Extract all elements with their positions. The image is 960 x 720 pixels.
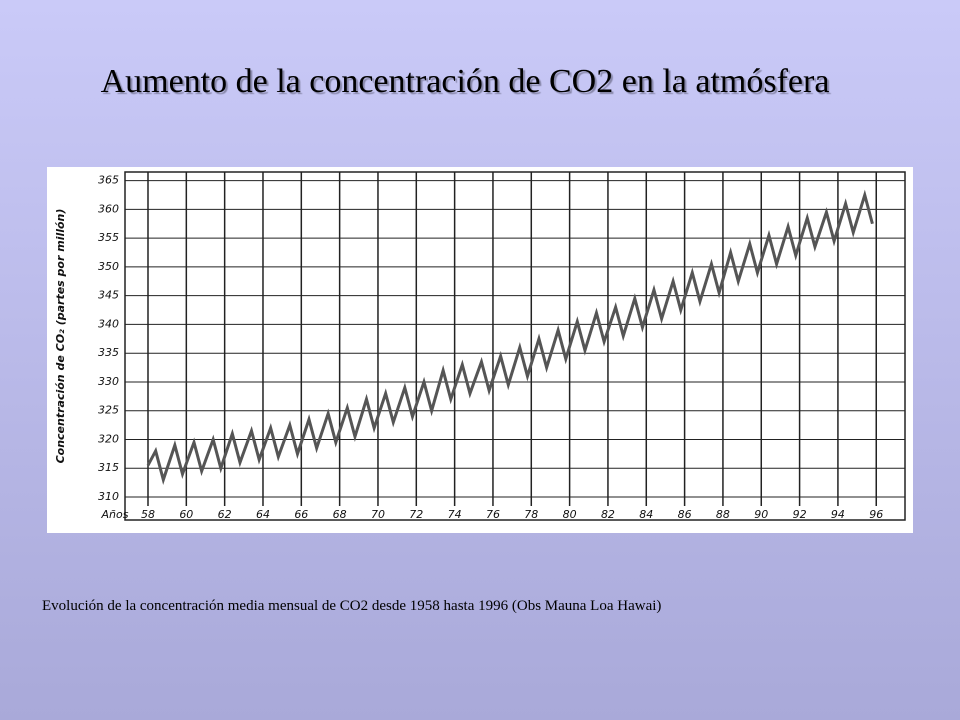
y-tick-label: 315: [98, 461, 119, 474]
x-tick-label: 58: [141, 508, 155, 521]
plot-frame: [124, 171, 906, 521]
x-tick-label: 92: [793, 508, 807, 521]
y-tick-label: 330: [98, 375, 119, 388]
x-tick-label: 68: [333, 508, 347, 521]
x-tick-label: 94: [831, 508, 845, 521]
x-tick-label: 90: [754, 508, 768, 521]
caption: Evolución de la concentración media mens…: [42, 598, 662, 614]
x-tick-label: 70: [371, 508, 385, 521]
y-tick-label: 355: [98, 231, 119, 244]
x-tick-label: 64: [256, 508, 270, 521]
y-tick-label: 335: [98, 346, 119, 359]
x-tick-label: 76: [486, 508, 500, 521]
y-tick-label: 360: [98, 202, 119, 215]
y-tick-label: 365: [98, 174, 119, 187]
x-tick-label: 80: [563, 508, 577, 521]
y-tick-label: 310: [98, 490, 119, 503]
data-line: [146, 189, 874, 485]
x-tick-label: 72: [409, 508, 423, 521]
chart: 310 315 320 325 330 335 340 345 350 355 360 365 58 60…: [47, 167, 913, 533]
x-tick-label: 82: [601, 508, 615, 521]
y-tick-label: 325: [98, 404, 119, 417]
x-axis-label: Años: [101, 508, 129, 521]
x-tick-label: 96: [869, 508, 883, 521]
x-tick-label: 84: [639, 508, 653, 521]
x-tick-label: 78: [524, 508, 538, 521]
x-tick-label: 88: [716, 508, 730, 521]
y-tick-label: 345: [98, 289, 119, 302]
y-tick-label: 340: [98, 317, 119, 330]
x-tick-label: 66: [294, 508, 308, 521]
x-tick-label: 86: [678, 508, 692, 521]
x-tick-label: 74: [448, 508, 462, 521]
y-tick-label: 320: [98, 432, 119, 445]
x-tick-label: 62: [218, 508, 232, 521]
y-axis-label: Concentración de CO₂ (partes por millón): [54, 209, 67, 464]
y-tick-label: 350: [98, 260, 119, 273]
x-tick-label: 60: [179, 508, 193, 521]
slide-title: Aumento de la concentración de CO2 en la…: [100, 63, 830, 100]
